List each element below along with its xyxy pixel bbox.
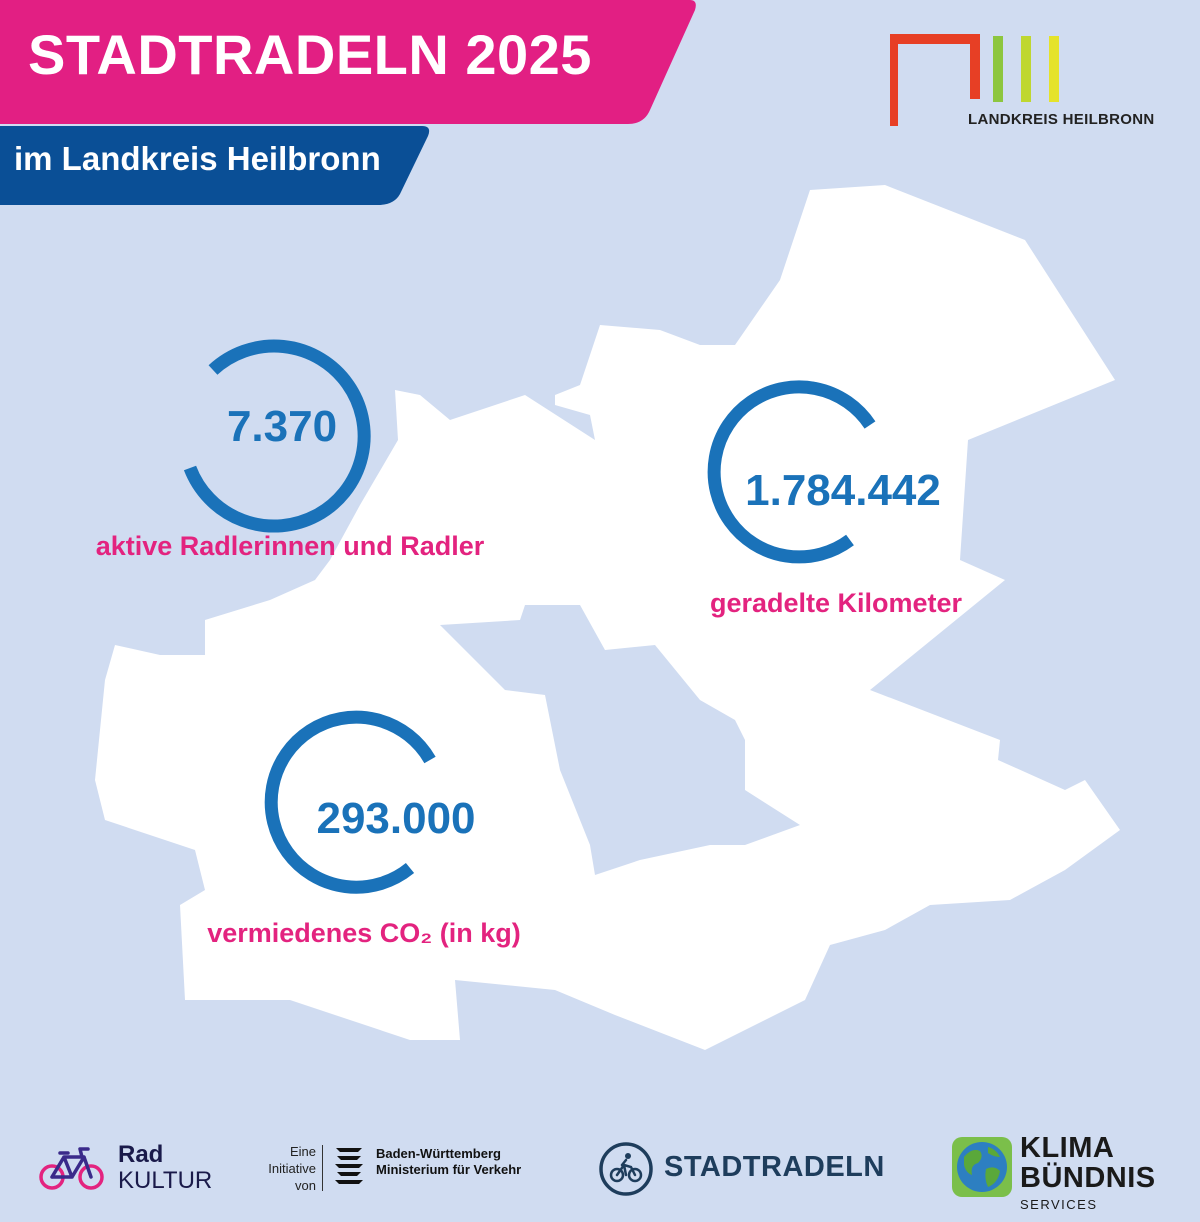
landkreis-logo-icon — [890, 34, 1059, 126]
stadtradeln-cyclist-icon — [599, 1142, 653, 1196]
initiative-divider — [322, 1145, 323, 1191]
stat-value-participants: 7.370 — [226, 402, 338, 451]
klima-line1: KLIMA — [1020, 1132, 1115, 1164]
ring-participants — [183, 339, 371, 533]
initiative-line2: Ministerium für Verkehr — [376, 1162, 522, 1177]
logo-bar-green — [993, 36, 1003, 102]
landkreis-logo-text: LANDKREIS HEILBRONN — [968, 111, 1155, 128]
title-banner — [0, 0, 696, 124]
klima-line2: BÜNDNIS — [1020, 1162, 1156, 1194]
stat-label-participants: aktive Radlerinnen und Radler — [95, 531, 485, 561]
page-subtitle: im Landkreis Heilbronn — [14, 140, 381, 177]
stat-label-co2: vermiedenes CO₂ (in kg) — [207, 918, 521, 948]
bw-lions-icon — [335, 1148, 363, 1184]
logo-bar-yellow — [1049, 36, 1059, 102]
stat-value-kilometers: 1.784.442 — [745, 466, 941, 515]
ring-kilometers — [707, 380, 876, 564]
page-title: STADTRADELN 2025 — [28, 23, 592, 86]
initiative-prefix: Eine Initiative von — [256, 1143, 316, 1194]
stadtradeln-logo-text: STADTRADELN — [664, 1151, 885, 1183]
bicycle-icon — [39, 1147, 104, 1190]
initiative-prefix-3: von — [295, 1178, 316, 1193]
logo-bar-lime — [1021, 36, 1031, 102]
stat-value-co2: 293.000 — [316, 794, 476, 843]
klima-line3: SERVICES — [1020, 1197, 1098, 1212]
initiative-prefix-2: Initiative — [268, 1161, 316, 1176]
logo-bar-red — [890, 34, 980, 126]
stat-label-kilometers: geradelte Kilometer — [709, 588, 963, 618]
initiative-line1: Baden-Württemberg — [376, 1146, 501, 1161]
globe-icon — [952, 1137, 1012, 1197]
radkultur-line2: KULTUR — [118, 1167, 213, 1194]
ring-co2 — [264, 710, 436, 894]
radkultur-line1: Rad — [118, 1141, 164, 1168]
initiative-prefix-1: Eine — [289, 1144, 316, 1159]
subtitle-banner — [0, 126, 430, 205]
